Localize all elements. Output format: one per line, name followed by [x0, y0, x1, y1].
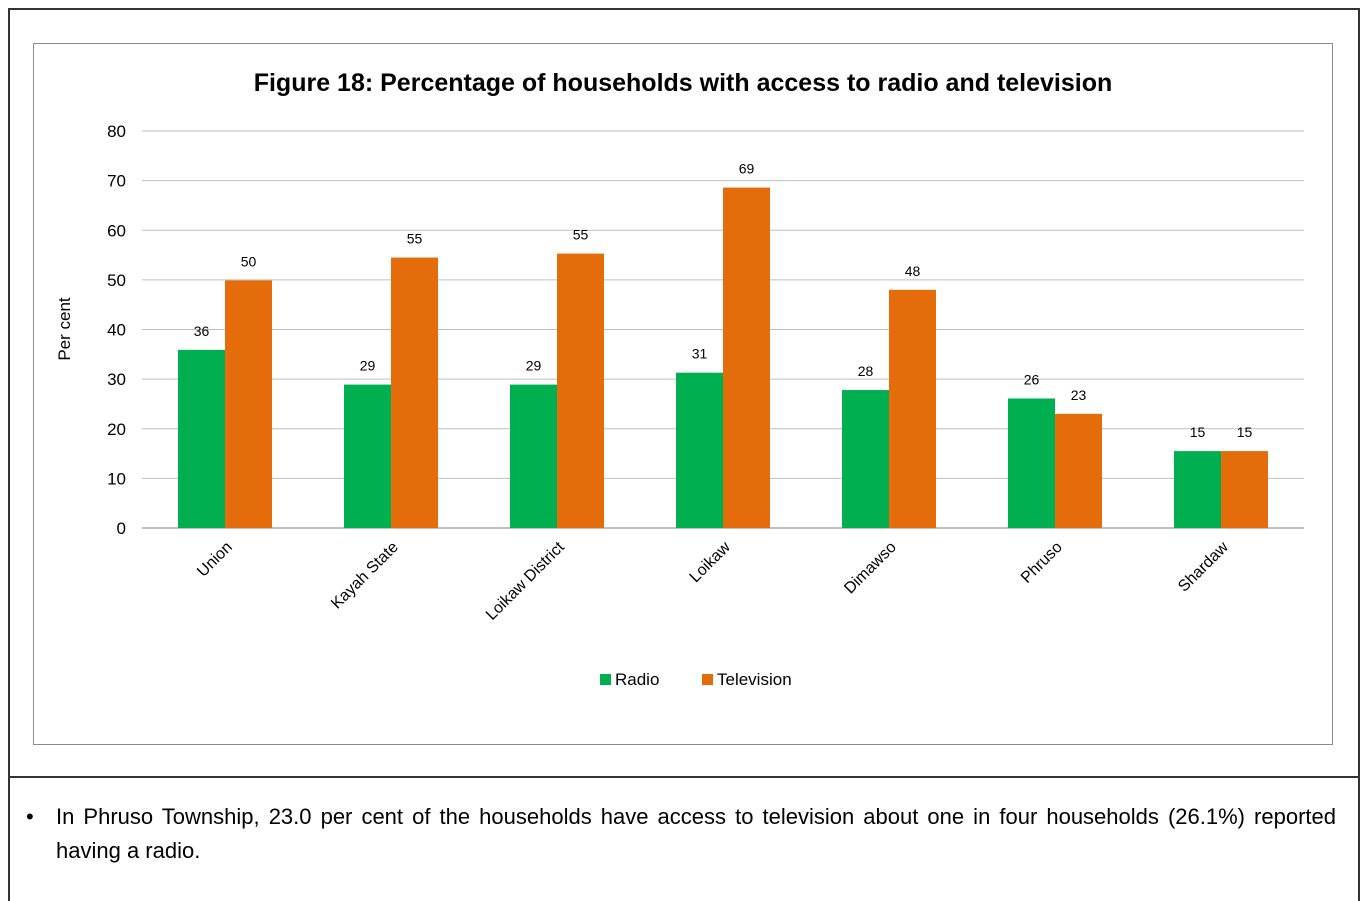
bar-radio [510, 384, 557, 528]
x-tick-label: Phruso [1018, 539, 1066, 587]
note-paragraph: • In Phruso Township, 23.0 per cent of t… [26, 800, 1336, 868]
data-label: 28 [858, 363, 874, 379]
x-tick-label: Kayah State [328, 539, 402, 613]
bar-radio [842, 390, 889, 528]
data-label: 23 [1071, 387, 1087, 403]
data-label: 55 [407, 231, 423, 247]
y-tick-label: 70 [107, 172, 126, 191]
legend-label: Television [717, 670, 792, 689]
data-label: 36 [194, 323, 210, 339]
bar-television [225, 280, 272, 528]
bullet-icon: • [26, 804, 34, 829]
x-tick-label: Dimawso [841, 539, 900, 598]
bar-radio [178, 349, 225, 528]
bar-radio [344, 384, 391, 528]
bar-television [723, 187, 770, 528]
bar-radio [1008, 398, 1055, 528]
y-axis-label: Per cent [55, 297, 74, 361]
x-tick-label: Loikaw [687, 538, 735, 586]
bar-television [557, 253, 604, 529]
data-label: 29 [526, 358, 542, 374]
x-tick-label: Loikaw District [483, 538, 568, 623]
y-tick-label: 20 [107, 420, 126, 439]
frame-separator [8, 776, 1360, 778]
data-label: 15 [1237, 424, 1253, 440]
data-label: 55 [573, 227, 589, 243]
bar-television [1221, 451, 1268, 528]
y-tick-label: 40 [107, 321, 126, 340]
y-tick-label: 10 [107, 469, 126, 488]
figure-frame [8, 8, 1360, 901]
bar-radio [676, 372, 723, 528]
x-tick-label: Union [194, 539, 236, 581]
y-tick-label: 80 [107, 122, 126, 141]
y-tick-label: 0 [117, 519, 126, 538]
bar-television [889, 289, 936, 528]
data-label: 29 [360, 358, 376, 374]
bar-television [1055, 413, 1102, 528]
chart-title: Figure 18: Percentage of households with… [254, 69, 1113, 97]
data-label: 48 [905, 263, 921, 279]
note-text: In Phruso Township, 23.0 per cent of the… [56, 804, 1336, 863]
x-tick-labels: Union Kayah State Loikaw District Loikaw Dim… [194, 538, 1232, 623]
y-tick-label: 30 [107, 370, 126, 389]
data-label: 50 [241, 253, 257, 269]
legend-swatch [702, 674, 713, 685]
chart-container: Figure 18: Percentage of households with… [33, 43, 1333, 745]
data-labels: 36 50 29 55 29 55 31 69 28 48 26 23 15 15 [194, 161, 1253, 441]
y-tick-label: 50 [107, 271, 126, 290]
bar-television [391, 257, 438, 528]
data-label: 26 [1024, 371, 1040, 387]
data-label: 31 [692, 346, 708, 362]
bar-chart: Figure 18: Percentage of households with… [55, 69, 1304, 689]
x-tick-label: Shardaw [1175, 538, 1232, 595]
bars [178, 187, 1268, 529]
legend-swatch [600, 674, 611, 685]
data-label: 69 [739, 161, 755, 177]
y-tick-label: 60 [107, 221, 126, 240]
bar-radio [1174, 451, 1221, 528]
legend-label: Radio [615, 670, 659, 689]
data-label: 15 [1190, 424, 1206, 440]
legend: Radio Television [600, 670, 792, 689]
